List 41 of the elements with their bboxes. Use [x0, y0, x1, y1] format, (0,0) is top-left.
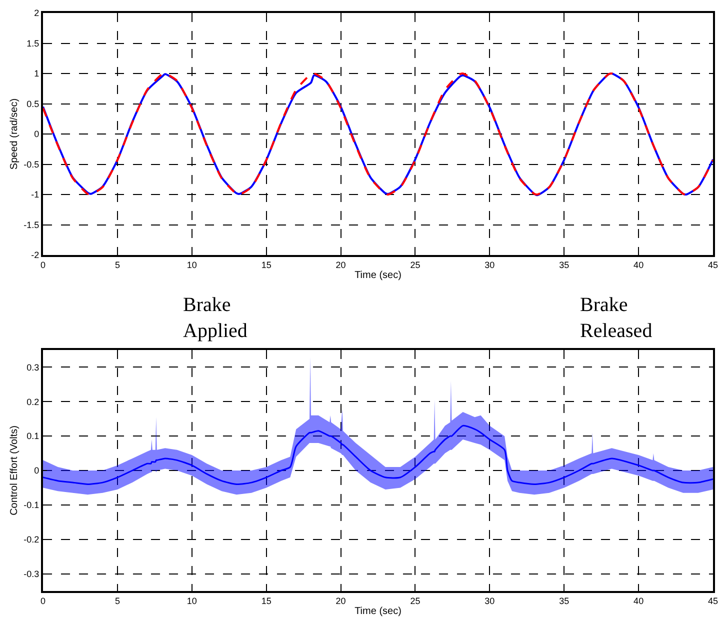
- y-tick-label: 0.1: [26, 431, 40, 442]
- text: Brake Applied: [183, 294, 248, 342]
- x-tick-label: 45: [708, 260, 718, 270]
- x-tick-label: 10: [186, 260, 197, 270]
- x-tick-label: 25: [410, 596, 420, 606]
- x-tick-label: 45: [708, 596, 718, 606]
- y-tick-label: 2: [34, 8, 40, 18]
- x-tick-label: 40: [634, 260, 644, 270]
- y-tick-label: -0.1: [24, 500, 40, 510]
- x-tick-label: 30: [484, 260, 495, 270]
- y-tick-label: 0.2: [26, 396, 40, 407]
- x-tick-label: 5: [114, 596, 120, 606]
- y-tick-label: 1: [34, 68, 40, 79]
- y-tick-label: 0: [34, 466, 40, 476]
- y-tick-label: 0.3: [26, 362, 40, 372]
- x-tick-label: 35: [559, 260, 570, 270]
- y-tick-label: 1.5: [26, 38, 40, 48]
- y-axis-title: Control Effort (Volts): [9, 426, 20, 516]
- x-tick-label: 15: [261, 260, 272, 270]
- y-tick-label: -1.5: [24, 220, 40, 230]
- y-tick-label: -0.3: [24, 568, 40, 579]
- x-tick-label: 25: [410, 260, 420, 270]
- y-tick-label: 0: [34, 129, 40, 140]
- x-tick-label: 20: [336, 596, 346, 606]
- x-tick-label: 20: [336, 260, 346, 270]
- x-axis-title: Time (sec): [354, 270, 402, 281]
- x-tick-label: 5: [114, 260, 120, 270]
- y-tick-label: -0.2: [24, 534, 40, 545]
- x-axis-title: Time (sec): [354, 606, 402, 617]
- x-tick-label: 10: [186, 596, 197, 606]
- x-tick-label: 40: [634, 596, 644, 606]
- y-axis-title: Speed (rad/sec): [9, 98, 20, 170]
- y-tick-label: -1: [31, 190, 40, 200]
- x-tick-label: 30: [484, 596, 495, 606]
- y-tick-label: 0.5: [26, 98, 40, 109]
- y-tick-label: -0.5: [24, 159, 40, 170]
- text: Brake Released: [580, 294, 652, 342]
- x-tick-label: 35: [559, 596, 570, 606]
- line-series: [43, 424, 713, 486]
- y-tick-label: -2: [31, 250, 40, 260]
- x-tick-label: 15: [261, 596, 272, 606]
